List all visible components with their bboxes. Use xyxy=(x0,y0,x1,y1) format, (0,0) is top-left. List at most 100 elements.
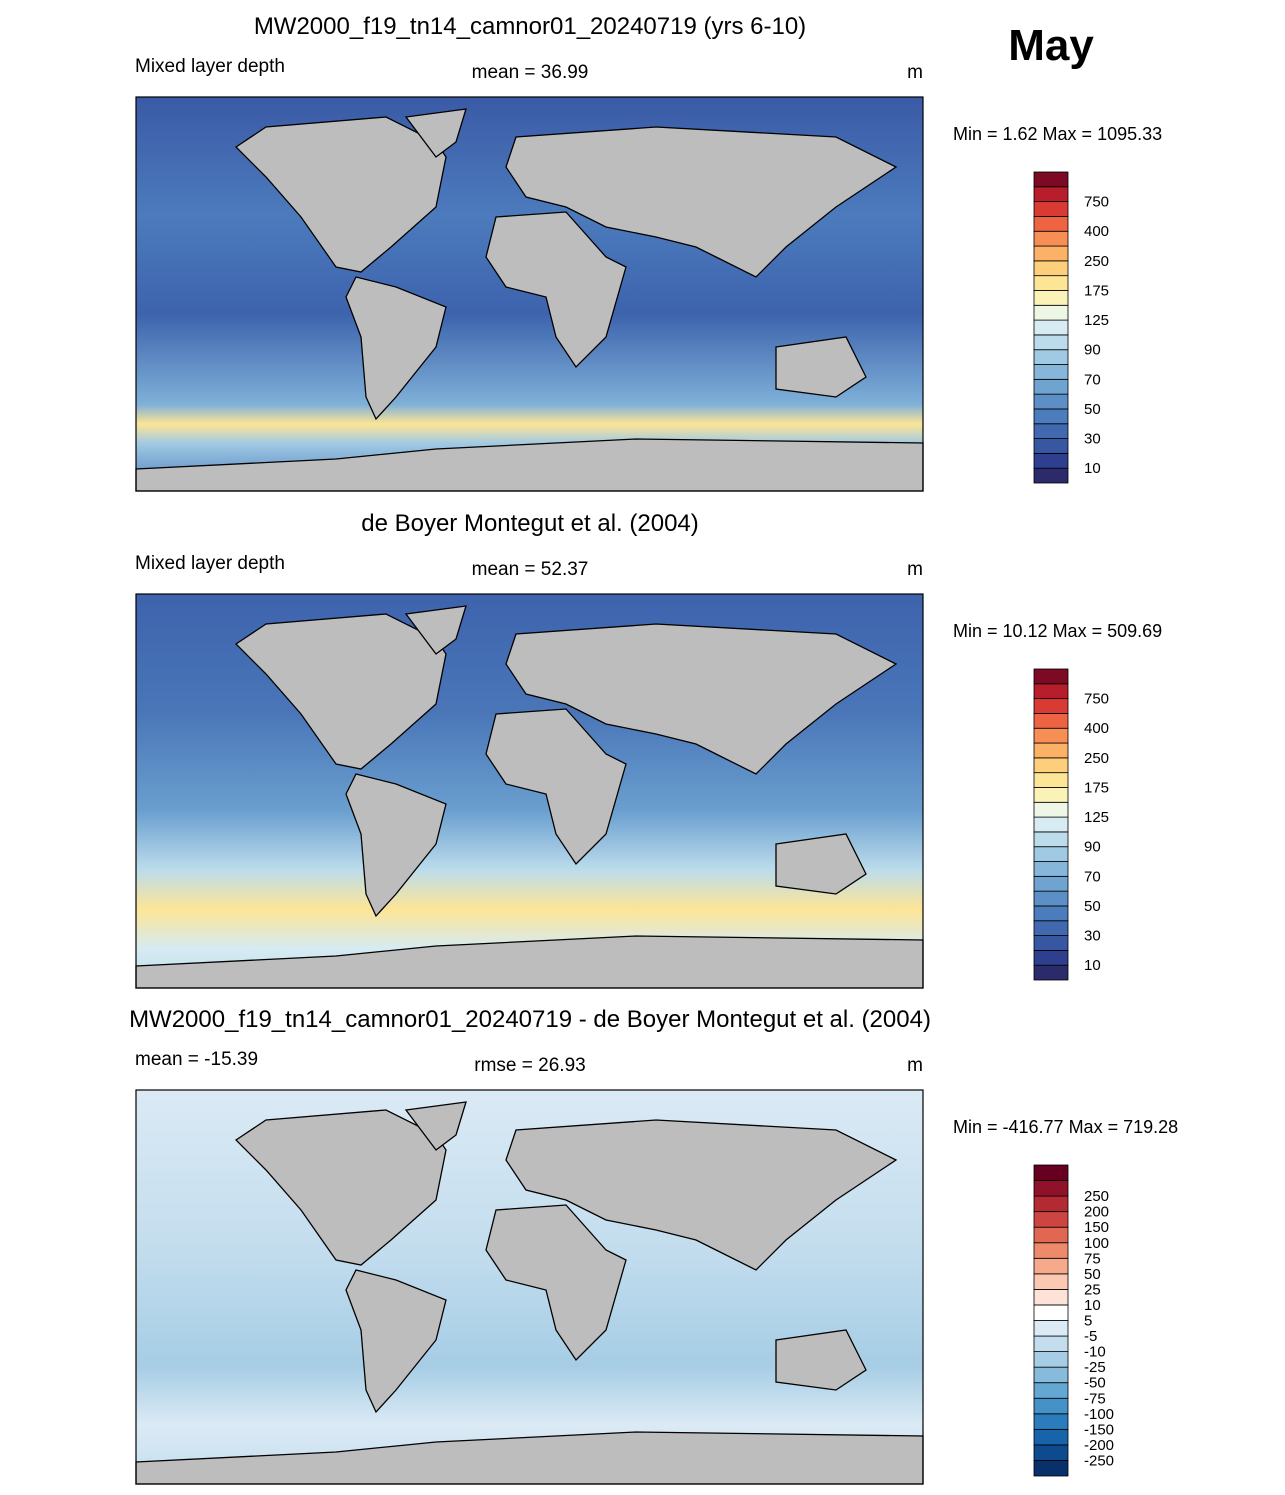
colorbar-box xyxy=(1033,1257,1069,1275)
colorbar-label: 10 xyxy=(1084,460,1101,477)
colorbar-label: 175 xyxy=(1084,779,1109,796)
colorbar-box xyxy=(1033,846,1069,862)
units: m xyxy=(907,1055,923,1076)
colorbar-box xyxy=(1033,698,1069,714)
center-label: mean = 52.37 xyxy=(472,559,589,580)
colorbar-box xyxy=(1033,1444,1069,1461)
colorbar-box xyxy=(1033,349,1069,365)
left-label: mean = -15.39 xyxy=(135,1049,258,1070)
colorbar-label: -150 xyxy=(1084,1421,1114,1438)
colorbar-box xyxy=(1033,378,1069,395)
colorbar-box xyxy=(1033,1413,1069,1430)
min-max: Min = 1.62 Max = 1095.33 xyxy=(953,124,1162,144)
colorbar-box xyxy=(1033,186,1069,203)
colorbar-box xyxy=(1033,364,1069,380)
colorbar-label: 50 xyxy=(1084,1266,1101,1283)
colorbar-label: 125 xyxy=(1084,809,1109,826)
colorbar-box xyxy=(1033,772,1069,788)
colorbar-box xyxy=(1033,230,1069,247)
colorbar-box xyxy=(1033,1397,1069,1415)
map-frame xyxy=(135,1089,924,1485)
colorbar-box xyxy=(1033,452,1069,469)
colorbar-box xyxy=(1033,890,1069,907)
month: May xyxy=(1008,21,1094,70)
colorbar-label: 75 xyxy=(1084,1250,1101,1267)
colorbar-box xyxy=(1033,408,1069,425)
colorbar-box xyxy=(1033,1164,1069,1181)
left-label: Mixed layer depth xyxy=(135,553,285,574)
map xyxy=(135,96,924,492)
colorbar-box xyxy=(1033,1273,1069,1290)
colorbar-label: -100 xyxy=(1084,1406,1114,1423)
colorbar-label: 400 xyxy=(1084,223,1109,240)
colorbar-label: 400 xyxy=(1084,720,1109,737)
colorbar-label: 750 xyxy=(1084,194,1109,211)
map-frame xyxy=(135,593,924,989)
colorbar-box xyxy=(1033,1304,1069,1321)
colorbar-box xyxy=(1033,1320,1069,1337)
colorbar-box xyxy=(1033,260,1069,277)
map xyxy=(135,1089,924,1485)
colorbar-box xyxy=(1033,1351,1069,1368)
panel-title: MW2000_f19_tn14_camnor01_20240719 (yrs 6… xyxy=(254,13,806,40)
colorbar-label: -250 xyxy=(1084,1452,1114,1469)
colorbar-box xyxy=(1033,438,1069,454)
colorbar-label: 70 xyxy=(1084,371,1101,388)
colorbar-box xyxy=(1033,423,1069,439)
colorbar-box xyxy=(1033,668,1069,685)
colorbar-label: 25 xyxy=(1084,1281,1101,1298)
colorbar-box xyxy=(1033,245,1069,262)
min-max: Min = -416.77 Max = 719.28 xyxy=(953,1117,1178,1137)
colorbar-box xyxy=(1033,905,1069,922)
colorbar-box xyxy=(1033,1226,1069,1244)
colorbar-label: 250 xyxy=(1084,750,1109,767)
colorbar-box xyxy=(1033,334,1069,351)
colorbar-box xyxy=(1033,831,1069,848)
colorbar-box xyxy=(1033,875,1069,892)
left-label: Mixed layer depth xyxy=(135,56,285,77)
colorbar-label: 100 xyxy=(1084,1235,1109,1252)
center-label: rmse = 26.93 xyxy=(474,1055,585,1076)
center-label: mean = 36.99 xyxy=(472,62,589,83)
colorbar-label: -75 xyxy=(1084,1390,1106,1407)
colorbar-box xyxy=(1033,290,1069,306)
colorbar-label: 90 xyxy=(1084,342,1101,359)
colorbar-label: 10 xyxy=(1084,957,1101,974)
colorbar-box xyxy=(1033,683,1069,700)
colorbar-box xyxy=(1033,1366,1069,1384)
colorbar-box xyxy=(1033,171,1069,188)
units: m xyxy=(907,62,923,83)
colorbar-label: 200 xyxy=(1084,1204,1109,1221)
colorbar-box xyxy=(1033,467,1069,484)
colorbar-label: 5 xyxy=(1084,1313,1092,1330)
colorbar-box xyxy=(1033,216,1069,232)
colorbar-box xyxy=(1033,964,1069,981)
colorbar-box xyxy=(1033,727,1069,744)
colorbar-box xyxy=(1033,304,1069,321)
min-max: Min = 10.12 Max = 509.69 xyxy=(953,621,1162,641)
colorbar-label: -200 xyxy=(1084,1437,1114,1454)
colorbar-label: 250 xyxy=(1084,253,1109,270)
colorbar-box xyxy=(1033,1428,1069,1446)
colorbar-label: 175 xyxy=(1084,282,1109,299)
colorbar-label: 30 xyxy=(1084,928,1101,945)
colorbar-label: 90 xyxy=(1084,839,1101,856)
colorbar-label: -10 xyxy=(1084,1344,1106,1361)
colorbar-box xyxy=(1033,713,1069,729)
units: m xyxy=(907,559,923,580)
colorbar-box xyxy=(1033,801,1069,818)
colorbar-label: 30 xyxy=(1084,431,1101,448)
colorbar-label: 10 xyxy=(1084,1297,1101,1314)
colorbar-box xyxy=(1033,861,1069,877)
colorbar-label: 70 xyxy=(1084,868,1101,885)
colorbar-box xyxy=(1033,1195,1069,1213)
colorbar-box xyxy=(1033,319,1069,336)
panel-title: MW2000_f19_tn14_camnor01_20240719 - de B… xyxy=(129,1006,931,1033)
colorbar-box xyxy=(1033,1242,1069,1259)
colorbar-label: 50 xyxy=(1084,898,1101,915)
colorbar-box xyxy=(1033,201,1069,217)
colorbar-box xyxy=(1033,1382,1069,1399)
colorbar-label: -50 xyxy=(1084,1375,1106,1392)
map xyxy=(135,593,924,989)
